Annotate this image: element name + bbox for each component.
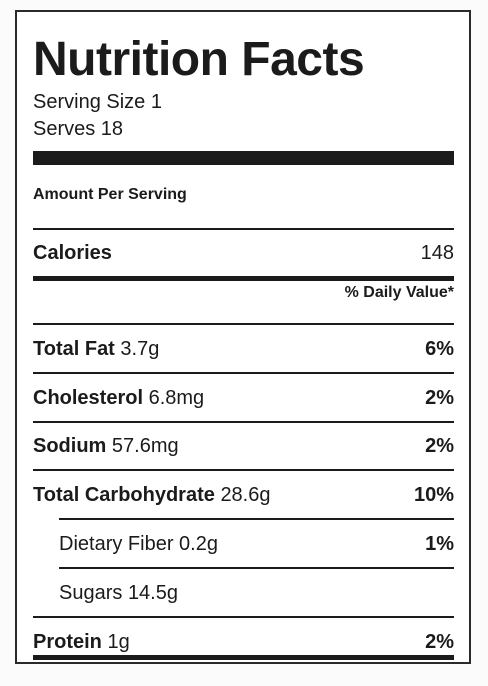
nutrient-amount: 57.6mg <box>111 434 179 457</box>
nutrient-daily-value: 1% <box>425 532 454 555</box>
calories-label: Calories <box>33 241 112 264</box>
nutrient-name: Dietary Fiber 0.2g <box>59 532 218 555</box>
divider <box>33 469 454 471</box>
divider <box>33 616 454 618</box>
nutrient-daily-value: 6% <box>425 337 454 360</box>
label-content: Nutrition Facts Serving Size 1 Serves 18… <box>33 12 454 662</box>
divider <box>33 228 454 230</box>
label-title: Nutrition Facts <box>33 33 365 86</box>
nutrient-amount: 6.8mg <box>148 386 205 409</box>
medium-divider <box>33 276 454 281</box>
divider <box>33 421 454 423</box>
divider <box>33 372 454 374</box>
nutrient-daily-value: 2% <box>425 630 454 653</box>
serving-size: Serving Size 1 <box>33 91 162 113</box>
nutrient-name: Total Fat 3.7g <box>33 337 160 360</box>
nutrient-name: Sugars 14.5g <box>59 581 178 604</box>
nutrient-amount: 28.6g <box>220 483 271 506</box>
nutrient-row-cholesterol: Cholesterol 6.8mg 2% <box>33 384 454 412</box>
calories-row: Calories 148 <box>33 239 454 267</box>
nutrient-name: Cholesterol 6.8mg <box>33 386 205 409</box>
medium-divider <box>33 655 454 660</box>
servings-count: Serves 18 <box>33 118 124 140</box>
nutrient-amount: 14.5g <box>127 581 178 604</box>
nutrient-daily-value: 2% <box>425 434 454 457</box>
nutrient-row-protein: Protein 1g 2% <box>33 628 454 656</box>
nutrition-facts-label: Nutrition Facts Serving Size 1 Serves 18… <box>15 10 471 664</box>
nutrient-row-total-fat: Total Fat 3.7g 6% <box>33 335 454 363</box>
nutrient-name: Sodium 57.6mg <box>33 434 179 457</box>
divider <box>59 567 454 569</box>
nutrient-daily-value: 2% <box>425 386 454 409</box>
nutrient-row-sugars: Sugars 14.5g <box>59 579 454 607</box>
nutrient-row-dietary-fiber: Dietary Fiber 0.2g 1% <box>59 530 454 558</box>
nutrient-daily-value: 10% <box>413 483 454 506</box>
divider <box>59 518 454 520</box>
nutrient-row-total-carbohydrate: Total Carbohydrate 28.6g 10% <box>33 481 454 509</box>
nutrient-name: Total Carbohydrate 28.6g <box>33 483 271 506</box>
nutrient-name: Protein 1g <box>33 630 130 653</box>
nutrient-row-sodium: Sodium 57.6mg 2% <box>33 432 454 460</box>
nutrient-amount: 0.2g <box>179 532 218 555</box>
calories-value: 148 <box>420 241 454 264</box>
amount-per-serving-heading: Amount Per Serving <box>33 186 187 203</box>
daily-value-header: % Daily Value* <box>344 284 454 301</box>
nutrient-amount: 1g <box>107 630 130 653</box>
divider <box>33 323 454 325</box>
nutrient-amount: 3.7g <box>120 337 160 360</box>
thick-divider <box>33 151 454 165</box>
